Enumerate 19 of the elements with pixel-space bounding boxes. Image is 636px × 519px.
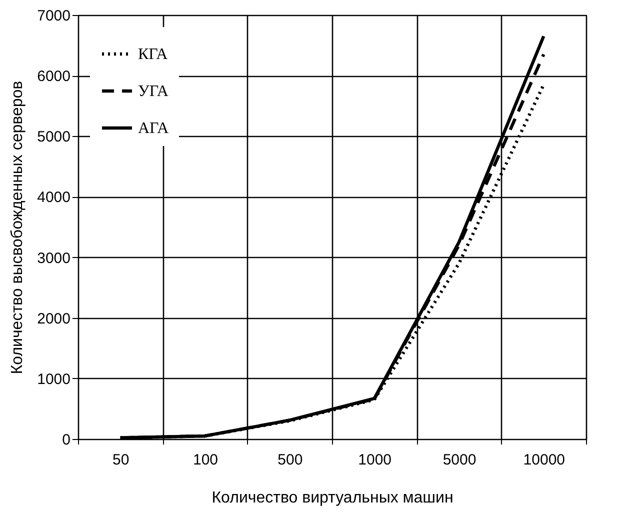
x-tick-label: 10000 [523, 452, 566, 468]
y-tick-label: 7000 [37, 8, 70, 24]
y-tick-label: 6000 [37, 68, 70, 86]
y-tick-label: 5000 [37, 128, 70, 146]
y-tick-label: 4000 [37, 189, 70, 206]
x-tick-label: 1000 [358, 452, 392, 468]
y-tick-label: 0 [62, 432, 70, 448]
x-tick-label: 100 [192, 452, 218, 468]
x-tick-label: 50 [112, 452, 130, 468]
legend-label: АГА [138, 120, 170, 137]
x-tick-label: 5000 [442, 452, 476, 468]
y-tick-label: 3000 [37, 250, 70, 267]
y-tick-label: 1000 [37, 370, 70, 388]
x-tick-label: 500 [278, 452, 303, 468]
y-tick-label: 2000 [37, 310, 70, 328]
x-axis-title: Количество виртуальных машин [212, 490, 454, 506]
legend-label: КГА [138, 46, 168, 63]
y-axis-title: Количество высвобожденных серверов [9, 80, 26, 374]
legend-label: УГА [138, 83, 169, 100]
